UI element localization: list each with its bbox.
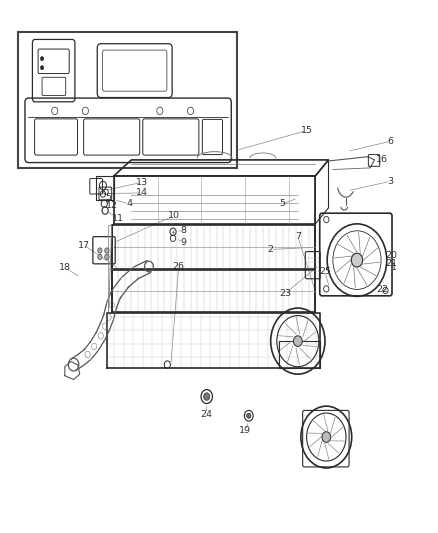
- Circle shape: [105, 248, 109, 253]
- Text: 25: 25: [319, 268, 331, 276]
- Circle shape: [40, 66, 44, 70]
- Circle shape: [351, 253, 363, 267]
- Text: 16: 16: [376, 156, 388, 164]
- Text: 4: 4: [126, 199, 132, 208]
- Text: 26: 26: [173, 262, 185, 271]
- Circle shape: [322, 432, 331, 442]
- Circle shape: [247, 413, 251, 418]
- Circle shape: [204, 393, 210, 400]
- Text: 15: 15: [300, 126, 313, 135]
- Circle shape: [40, 56, 44, 61]
- Circle shape: [98, 248, 102, 253]
- Text: 23: 23: [279, 289, 292, 297]
- Text: 8: 8: [180, 226, 186, 235]
- Text: 17: 17: [78, 241, 90, 249]
- Text: 3: 3: [388, 177, 394, 185]
- Circle shape: [293, 336, 302, 346]
- Text: 10: 10: [168, 212, 180, 220]
- Text: 20: 20: [385, 252, 397, 260]
- Text: 14: 14: [136, 189, 148, 197]
- Text: 22: 22: [376, 286, 388, 294]
- Text: 9: 9: [180, 238, 186, 247]
- Circle shape: [105, 254, 109, 260]
- Text: 5: 5: [106, 193, 112, 201]
- Text: 5: 5: [279, 199, 286, 208]
- Text: 21: 21: [385, 260, 397, 268]
- Text: 18: 18: [59, 263, 71, 272]
- Text: 19: 19: [239, 426, 251, 435]
- Text: 2: 2: [268, 245, 274, 254]
- Text: 6: 6: [388, 137, 394, 146]
- Text: 11: 11: [112, 214, 124, 223]
- Text: 13: 13: [136, 178, 148, 187]
- Text: 12: 12: [106, 201, 118, 209]
- Text: 7: 7: [295, 232, 301, 241]
- Circle shape: [98, 254, 102, 260]
- Text: 1: 1: [391, 263, 397, 272]
- Text: 24: 24: [201, 410, 213, 418]
